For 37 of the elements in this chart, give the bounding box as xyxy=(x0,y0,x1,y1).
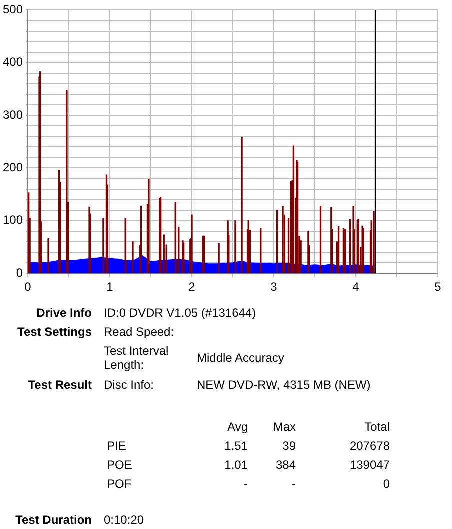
y-tick-label: 400 xyxy=(2,55,24,70)
text: Drive Info xyxy=(36,306,92,320)
text: PIE xyxy=(107,439,128,453)
text: - xyxy=(243,477,248,491)
text: 0 xyxy=(382,477,390,491)
text: ID:0 DVDR V1.05 (#131644) xyxy=(104,306,258,320)
text: 207678 xyxy=(348,439,390,453)
text: Max xyxy=(272,420,296,434)
text: 1.51 xyxy=(224,439,248,453)
text: Test Settings xyxy=(16,325,92,339)
x-tick-label: 5 xyxy=(434,280,442,294)
text: 139047 xyxy=(348,458,390,472)
text: 0:10:20 xyxy=(104,513,146,527)
x-tick-label: 4 xyxy=(352,280,360,294)
text: Disc Info: xyxy=(104,378,156,392)
x-tick-label: 1 xyxy=(106,280,114,294)
text: Avg xyxy=(226,420,248,434)
text: 384 xyxy=(274,458,296,472)
text: Test Interval Length: xyxy=(104,344,170,372)
text: - xyxy=(291,477,296,491)
text: POF xyxy=(107,477,133,491)
text: 1.01 xyxy=(224,458,248,472)
text: Test Duration xyxy=(14,513,92,527)
text: POE xyxy=(107,458,134,472)
x-tick-label: 3 xyxy=(270,280,278,294)
y-tick-label: 0 xyxy=(16,266,24,280)
y-tick-label: 500 xyxy=(2,2,24,17)
text: NEW DVD-RW, 4315 MB (NEW) xyxy=(197,378,372,392)
text: 39 xyxy=(282,439,296,453)
text: Test Result xyxy=(27,378,92,392)
text: Middle Accuracy xyxy=(197,351,286,365)
y-tick-label: 200 xyxy=(2,160,24,175)
y-tick-label: 300 xyxy=(2,108,24,122)
y-tick-label: 100 xyxy=(2,213,24,228)
text: Total xyxy=(364,420,390,434)
x-tick-label: 2 xyxy=(188,280,196,294)
text: Read Speed: xyxy=(104,325,176,339)
